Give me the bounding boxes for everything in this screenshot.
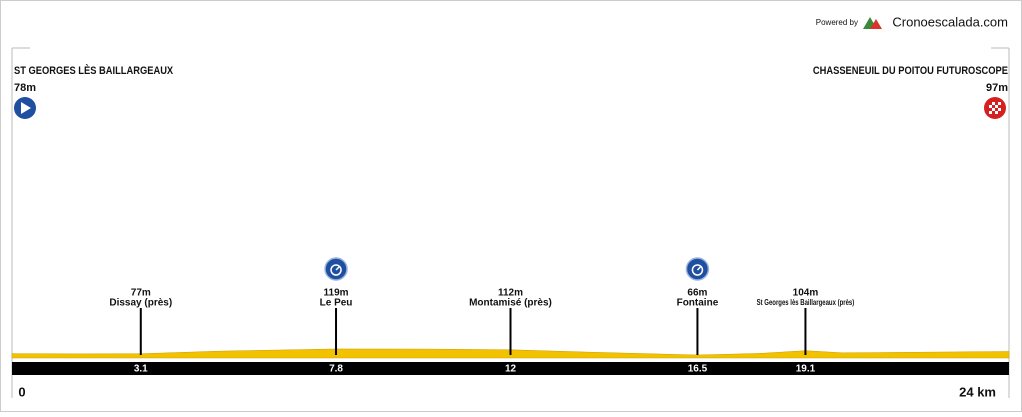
waypoint-name: Montamisé (près) <box>469 298 552 309</box>
distance-bar <box>12 362 1009 375</box>
finish-altitude: 97m <box>986 82 1008 94</box>
x-tick-label: 16.5 <box>688 364 708 375</box>
powered-by: Powered by <box>816 18 858 27</box>
waypoint-icon-dial <box>330 264 342 276</box>
waypoint-altitude: 104m <box>793 288 819 299</box>
waypoint-name: St Georges lès Baillargeaux (près) <box>757 299 855 307</box>
waypoint-icon-hand <box>696 266 701 271</box>
waypoint-name: Fontaine <box>677 298 719 309</box>
logo <box>863 17 882 29</box>
x-tick-label: 0 <box>18 384 25 399</box>
waypoint-altitude: 77m <box>131 288 151 299</box>
finish-name: CHASSENEUIL DU POITOU FUTUROSCOPE <box>813 65 1008 77</box>
waypoint-altitude: 119m <box>324 288 349 299</box>
waypoint-altitude: 66m <box>687 288 707 299</box>
waypoint-icon-dial <box>691 264 704 276</box>
x-tick-label: 12 <box>505 364 517 375</box>
start-icon <box>14 97 36 119</box>
x-tick-label: 19.1 <box>796 364 816 375</box>
x-tick-label: 24 km <box>959 384 996 399</box>
waypoint-icon-hand <box>335 266 340 271</box>
waypoint-altitude: 112m <box>498 288 523 299</box>
start-name: ST GEORGES LÈS BAILLARGEAUX <box>14 63 173 77</box>
x-tick-label: 7.8 <box>329 364 343 375</box>
finish-icon <box>984 97 1006 119</box>
start-altitude: 78m <box>14 82 36 94</box>
waypoint-name: Dissay (près) <box>109 298 172 309</box>
x-tick-label: 3.1 <box>134 364 148 375</box>
brand: Cronoescalada.com <box>892 14 1008 29</box>
waypoint-name: Le Peu <box>320 298 353 309</box>
